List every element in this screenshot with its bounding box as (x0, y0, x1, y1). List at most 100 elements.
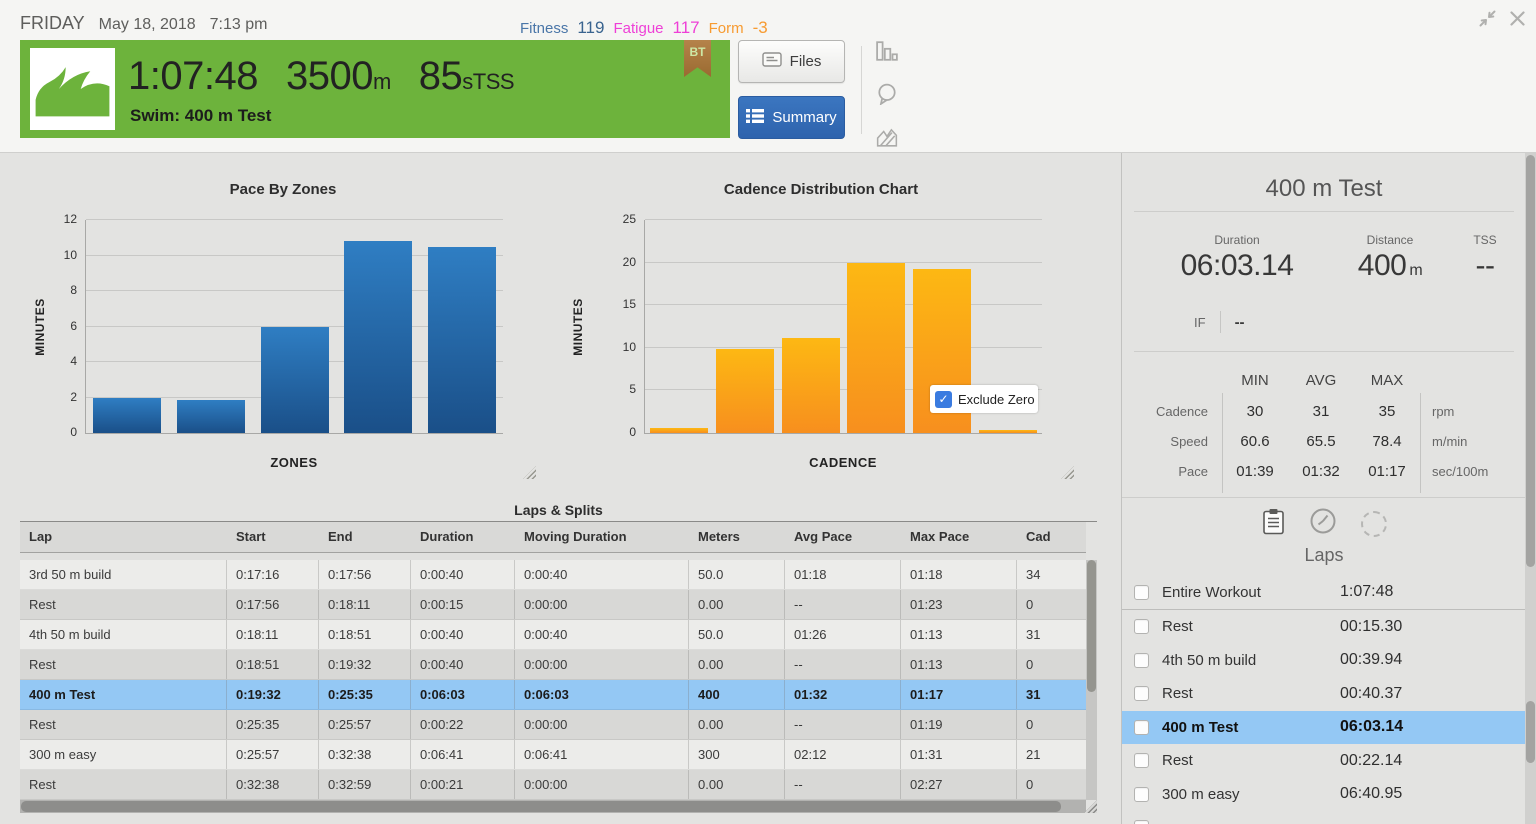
y-tick-label: 0 (629, 425, 636, 439)
table-row[interactable]: Rest 0:32:38 0:32:59 0:00:21 0:00:00 0.00 -- 02… (20, 770, 1086, 800)
table-cell: 21 (1026, 747, 1041, 762)
files-button[interactable]: Files (738, 40, 845, 83)
column-header: End (328, 529, 353, 544)
zones-icon[interactable] (1360, 510, 1387, 537)
collapse-icon[interactable] (1479, 10, 1496, 32)
close-icon[interactable] (1509, 10, 1526, 32)
bar (93, 398, 161, 433)
lap-checkbox[interactable] (1134, 719, 1149, 735)
table-cell: 01:26 (785, 620, 901, 649)
table-cell: 0:00:40 (515, 560, 689, 589)
table-cell: 400 m Test (20, 680, 227, 709)
resize-grip-icon[interactable] (523, 466, 536, 479)
metric-max: 35 (1378, 403, 1396, 420)
lap-checkbox[interactable] (1134, 820, 1149, 824)
table-cell: 01:17 (901, 680, 1017, 709)
table-cell: 01:32 (785, 680, 901, 709)
lap-label: 300 m easy (1162, 785, 1240, 803)
metric-value: 117 (672, 18, 700, 37)
comments-view-icon[interactable] (876, 83, 898, 110)
charts-view-icon[interactable] (876, 40, 898, 67)
table-header-row: Lap Start End Duration Moving Duration Meters… (20, 522, 1086, 553)
table-cell: 0:25:35 (227, 710, 319, 739)
x-axis-label: ZONES (270, 455, 318, 470)
stat-unit: m (1409, 262, 1423, 279)
if-label: IF (1194, 314, 1206, 330)
divider (1219, 311, 1221, 333)
exclude-zero-control[interactable]: ✓ Exclude Zero (930, 385, 1038, 413)
table-row[interactable]: Rest 0:18:51 0:19:32 0:00:40 0:00:00 0.00 -- 01… (20, 650, 1086, 680)
y-tick-label: 0 (70, 425, 77, 439)
lap-list-item[interactable]: 4th 50 m build 00:39.94 (1122, 644, 1525, 678)
table-row[interactable]: 400 m Test 0:19:32 0:25:35 0:06:03 0:06:03 40… (20, 680, 1086, 710)
table-row[interactable]: 4th 50 m build 0:18:11 0:18:51 0:00:40 0:00:… (20, 620, 1086, 650)
stat-value: -- (1475, 249, 1495, 282)
lap-duration: 00:15.30 (1340, 617, 1403, 635)
fitness-metrics: Fitness 119 Fatigue 117 Form -3 (520, 18, 768, 38)
selected-lap-title: 400 m Test (1265, 175, 1383, 202)
table-vertical-scrollbar[interactable] (1086, 560, 1097, 800)
table-cell: 50.0 (689, 620, 785, 649)
lap-checkbox[interactable] (1134, 619, 1149, 635)
gridline: 0 (70, 425, 503, 439)
table-cell: 0:19:32 (319, 650, 411, 679)
sidebar-scrollbar[interactable] (1525, 153, 1536, 824)
lap-list-item[interactable]: Rest 00:15.30 (1122, 610, 1525, 644)
summary-label: Summary (772, 109, 837, 126)
table-row[interactable]: 300 m easy 0:25:57 0:32:38 0:06:41 0:06:41 30… (20, 740, 1086, 770)
stat-value: 400 m (1357, 249, 1423, 282)
table-cell: 0.00 (689, 710, 785, 739)
table-cell: 01:31 (901, 740, 1017, 769)
table-cell: 31 (1026, 627, 1041, 642)
lap-checkbox[interactable] (1134, 753, 1149, 769)
table-cell: 0:25:57 (319, 710, 411, 739)
total-tss: 85 (418, 54, 463, 98)
lap-list-item[interactable]: 300 m easy 06:40.95 (1122, 778, 1525, 812)
header-bar: FRIDAY May 18, 2018 7:13 pm Fitness 119 Fa… (0, 0, 1536, 152)
chart-title: Pace By Zones (229, 181, 337, 198)
laps-section-title: Laps (1304, 545, 1344, 565)
lap-stats: Duration 06:03.14 Distance 400 m TSS -- (1148, 233, 1516, 283)
notes-icon[interactable] (1262, 508, 1285, 540)
table-row[interactable]: Rest 0:17:56 0:18:11 0:00:15 0:00:00 0.00 -- 01… (20, 590, 1086, 620)
lap-list-item[interactable] (1122, 811, 1525, 824)
lap-duration: 06:40.95 (1340, 785, 1403, 803)
table-cell: 0:18:51 (227, 650, 319, 679)
scrollbar-thumb[interactable] (1087, 560, 1096, 692)
table-horizontal-scrollbar[interactable] (20, 800, 1086, 813)
scrollbar-thumb[interactable] (21, 801, 1061, 812)
checked-checkbox-icon[interactable]: ✓ (935, 390, 952, 408)
table-cell: 0:00:40 (411, 650, 515, 679)
table-cell: 0:00:00 (515, 710, 689, 739)
resize-grip-icon[interactable] (1061, 466, 1074, 479)
cadence-distribution-chart: Cadence Distribution Chart MINUTES 0 5 10 1… (556, 165, 1086, 487)
summary-button[interactable]: Summary (738, 96, 845, 139)
table-row[interactable]: 3rd 50 m build 0:17:16 0:17:56 0:00:40 0:00:… (20, 560, 1086, 590)
lap-checkbox[interactable] (1134, 686, 1149, 702)
lap-checkbox[interactable] (1134, 652, 1149, 668)
lap-label: Rest (1162, 752, 1193, 770)
entire-workout-row[interactable]: Entire Workout 1:07:48 (1122, 575, 1525, 609)
lap-checkbox[interactable] (1134, 584, 1149, 600)
table-row[interactable]: Rest 0:25:35 0:25:57 0:00:22 0:00:00 0.00 -- 01… (20, 710, 1086, 740)
stat-tss: TSS -- (1454, 233, 1516, 283)
table-cell: 0:00:00 (515, 650, 689, 679)
column-header: Start (236, 529, 266, 544)
if-row: IF -- (1194, 311, 1245, 333)
lap-list-item[interactable]: Rest 00:22.14 (1122, 744, 1525, 778)
scrollbar-thumb[interactable] (1526, 701, 1535, 763)
scrollbar-thumb[interactable] (1526, 155, 1535, 567)
distance-unit: m (372, 69, 391, 94)
bt-badge: BT (684, 40, 711, 77)
time-icon[interactable] (1309, 507, 1337, 540)
gridline: 12 (64, 212, 503, 226)
metric-value: -3 (752, 18, 768, 37)
lap-checkbox[interactable] (1134, 786, 1149, 802)
gridline: 5 (629, 382, 1042, 396)
graph-view-icon[interactable] (876, 126, 898, 153)
lap-duration: 00:40.37 (1340, 684, 1403, 702)
metric-label: Fatigue (613, 20, 664, 37)
lap-list-item[interactable]: 400 m Test 06:03.14 (1122, 710, 1525, 744)
lap-list-item[interactable]: Rest 00:40.37 (1122, 677, 1525, 711)
gridline: 15 (623, 297, 1042, 311)
